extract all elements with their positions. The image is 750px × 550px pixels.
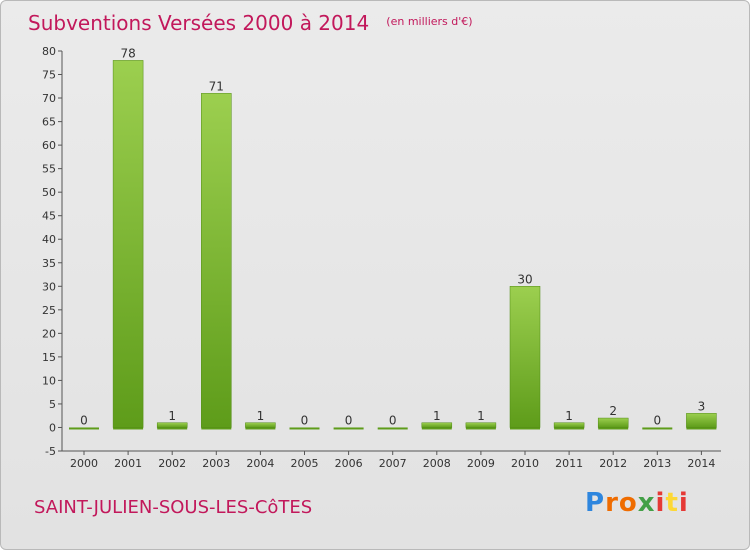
bar-baseline: [686, 427, 717, 430]
bar-baseline: [598, 427, 629, 430]
bar: [465, 422, 497, 428]
data-label: 71: [209, 79, 224, 93]
data-label: 0: [653, 413, 661, 427]
x-tick-label: 2008: [423, 457, 451, 470]
x-tick-label: 2005: [291, 457, 319, 470]
x-tick-label: 2001: [114, 457, 142, 470]
labels: 0 78 1 71 1 0 0 0 1 1 30 1 2 0 3: [80, 46, 705, 427]
y-tick-label: 65: [42, 116, 56, 129]
x-tick-label: 2002: [158, 457, 186, 470]
y-tick-label: 30: [42, 280, 56, 293]
x-tick-label: 2010: [511, 457, 539, 470]
bar: [686, 413, 717, 428]
data-label: 1: [565, 409, 573, 423]
commune-name: SAINT-JULIEN-SOUS-LES-CôTES: [34, 497, 313, 518]
y-tick-label: 75: [42, 69, 56, 82]
bar-baseline: [289, 427, 320, 430]
title-row: Subventions Versées 2000 à 2014 (en mill…: [28, 11, 473, 35]
y-tick-label: 35: [42, 257, 56, 270]
x-tick-label: 2007: [379, 457, 407, 470]
bar-baseline: [554, 427, 585, 430]
bar-baseline: [157, 427, 188, 430]
y-tick-label: 55: [42, 163, 56, 176]
bar: [112, 60, 144, 428]
bar-baseline: [642, 427, 673, 430]
bar: [553, 422, 585, 428]
bar-baseline: [421, 427, 452, 430]
bar: [597, 417, 629, 428]
data-label: 30: [517, 272, 532, 286]
y-tick-label: 20: [42, 327, 56, 340]
logo-letter: x: [637, 488, 656, 518]
data-label: 0: [301, 413, 309, 427]
bar-baseline: [465, 427, 496, 430]
data-label: 1: [477, 409, 485, 423]
data-label: 0: [80, 413, 88, 427]
y-tick-label: -5: [45, 445, 56, 458]
bars: [69, 60, 717, 430]
data-label: 1: [257, 409, 265, 423]
x-tick-label: 2012: [599, 457, 627, 470]
proxiti-logo[interactable]: Proxiti: [585, 488, 689, 518]
x-tick-label: 2013: [643, 457, 671, 470]
bar: [509, 286, 541, 428]
x-tick-label: 2006: [335, 457, 363, 470]
y-tick-label: 70: [42, 92, 56, 105]
bar: [201, 93, 232, 428]
y-tick-label: 80: [42, 45, 56, 58]
x-tick-label: 2003: [202, 457, 230, 470]
y-tick-label: 15: [42, 351, 56, 364]
logo-letter: t: [665, 488, 679, 518]
bar-baseline: [510, 427, 540, 430]
bar-baseline: [377, 427, 408, 430]
y-tick-label: 5: [49, 398, 56, 411]
x-tick-label: 2000: [70, 457, 98, 470]
bar-baseline: [69, 427, 99, 430]
logo-letter: i: [678, 488, 689, 518]
data-label: 1: [433, 409, 441, 423]
y-tick-label: 50: [42, 186, 56, 199]
logo-letter: i: [655, 488, 666, 518]
bar-baseline: [245, 427, 276, 430]
y-tick-label: 0: [49, 421, 56, 434]
data-label: 3: [698, 399, 706, 413]
y-tick-label: 60: [42, 139, 56, 152]
bar-baseline: [333, 427, 364, 430]
y-tick-label: 45: [42, 210, 56, 223]
bar-baseline: [113, 427, 144, 430]
y-tick-label: 10: [42, 374, 56, 387]
bar: [421, 422, 453, 428]
bar: [245, 422, 276, 428]
logo-letter: o: [618, 488, 638, 518]
y-tick-label: 25: [42, 304, 56, 317]
data-label: 1: [168, 409, 176, 423]
chart-title: Subventions Versées 2000 à 2014: [28, 11, 370, 35]
data-label: 78: [120, 46, 135, 60]
data-label: 0: [389, 413, 397, 427]
logo-letter: P: [585, 488, 606, 518]
x-tick-label: 2009: [467, 457, 495, 470]
logo-letter: r: [605, 488, 619, 518]
bar-baseline: [201, 427, 232, 430]
chart-subtitle: (en milliers d'€): [386, 15, 473, 28]
data-label: 0: [345, 413, 353, 427]
data-label: 2: [609, 404, 617, 418]
x-tick-label: 2014: [687, 457, 715, 470]
bar: [156, 422, 188, 428]
x-tick-label: 2011: [555, 457, 583, 470]
x-tick-label: 2004: [246, 457, 274, 470]
y-tick-label: 40: [42, 233, 56, 246]
